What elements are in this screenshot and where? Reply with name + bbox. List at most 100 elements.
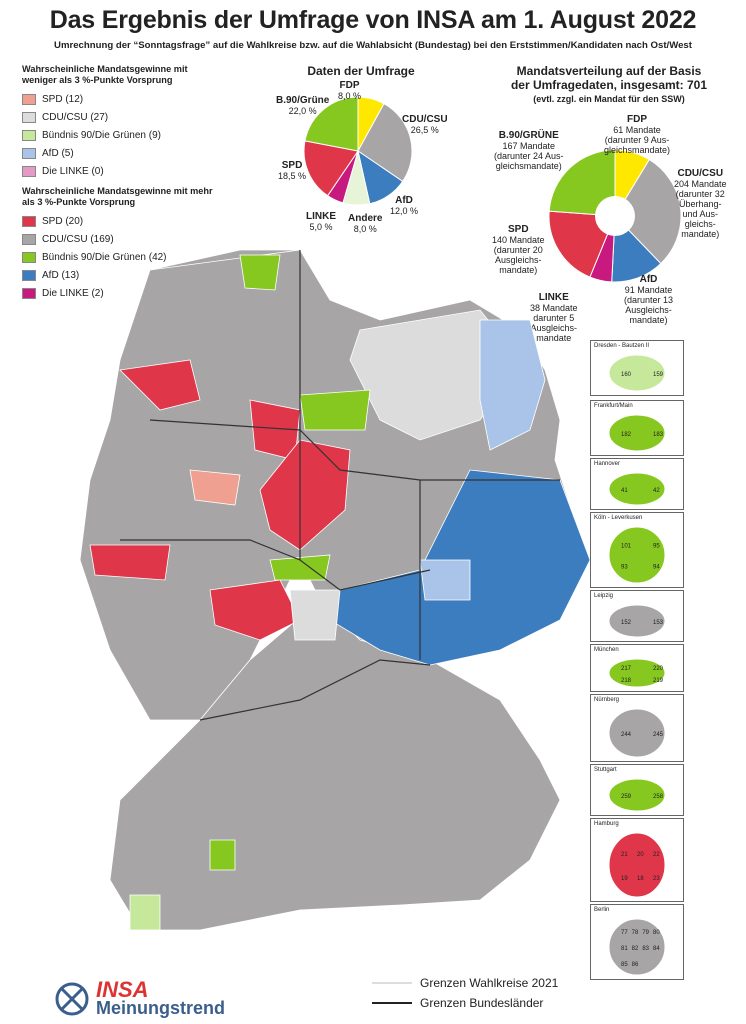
inset-number: 86 bbox=[632, 962, 639, 968]
inset-k-ln-leverkusen: Köln - Leverkusen 101 95 93 94 bbox=[590, 512, 684, 588]
inset-number: 21 bbox=[621, 852, 628, 858]
inset-name: Frankfurt/Main bbox=[594, 403, 633, 409]
inset-name: Hamburg bbox=[594, 821, 619, 827]
seat-label-lines-gruene: 167 Mandate (darunter 24 Aus-gleichsmanda… bbox=[494, 141, 564, 171]
map-green-thueringen bbox=[269, 554, 331, 581]
inset-region bbox=[608, 918, 666, 976]
legend-label: Die LINKE (0) bbox=[42, 165, 104, 177]
logo-brand: INSA bbox=[96, 977, 149, 1002]
seat-label-gruene: B.90/GRÜNE 167 Mandate (darunter 24 Aus-gl… bbox=[494, 130, 564, 172]
inset-number: 218 bbox=[621, 678, 632, 684]
map-legend-lines bbox=[372, 982, 412, 1004]
legend-label: CDU/CSU (27) bbox=[42, 111, 109, 123]
inset-number: 259 bbox=[621, 794, 632, 800]
legend-label: SPD (20) bbox=[42, 215, 84, 227]
survey-label-cdu: CDU/CSU 26,5 % bbox=[402, 114, 448, 136]
pie-hole bbox=[595, 196, 635, 236]
inset-region bbox=[608, 604, 666, 638]
inset-number: 41 bbox=[621, 488, 628, 494]
seat-pie-title-line3: (evtl. zzgl. ein Mandat für den SSW) bbox=[533, 94, 685, 104]
inset-map: 41 42 bbox=[608, 472, 666, 506]
map-green-center bbox=[299, 389, 371, 431]
legend-group2-item: SPD (20) bbox=[22, 212, 222, 230]
legend-swatch bbox=[22, 269, 36, 281]
inset-leipzig: Leipzig 152 153 bbox=[590, 590, 684, 642]
legend-label: Bündnis 90/Die Grünen (42) bbox=[42, 251, 167, 263]
inset-number: 79 bbox=[642, 930, 649, 936]
inset-number: 85 bbox=[621, 962, 628, 968]
seat-label-lines-fdp: 61 Mandate (darunter 9 Aus-gleichsmandate… bbox=[604, 125, 671, 155]
inset-number: 42 bbox=[653, 488, 660, 494]
legend-group2-item: Bündnis 90/Die Grünen (42) bbox=[22, 248, 222, 266]
inset-number: 20 bbox=[637, 852, 644, 858]
map-cdu-light-east bbox=[419, 559, 471, 601]
inset-name: Hannover bbox=[594, 461, 621, 467]
legend-group2: SPD (20) CDU/CSU (169) Bündnis 90/Die Grün… bbox=[22, 212, 222, 302]
seat-label-cdu: CDU/CSU 204 Mandate (darunter 32 Überhang-u… bbox=[674, 168, 727, 240]
inset-number: 80 bbox=[653, 930, 660, 936]
legend-group1-item: CDU/CSU (27) bbox=[22, 108, 222, 126]
legend-group1: SPD (12) CDU/CSU (27) Bündnis 90/Die Grüne… bbox=[22, 90, 222, 180]
legend-label: AfD (5) bbox=[42, 147, 74, 159]
seat-label-lines-linke: 38 Mandate darunter 5 Ausgleichs-mandate bbox=[530, 303, 578, 343]
inset-number: 160 bbox=[621, 372, 632, 378]
inset-hamburg: Hamburg 21 20 22 19 18 23 bbox=[590, 818, 684, 902]
seat-label-lines-cdu: 204 Mandate (darunter 32 Überhang-und Aus-… bbox=[674, 179, 727, 239]
page-subtitle: Umrechnung der “Sonntagsfrage” auf die W… bbox=[54, 40, 692, 51]
map-cdu-light-center bbox=[289, 589, 341, 641]
seat-label-lines-afd: 91 Mandate (darunter 13 Ausgleichs-mandate… bbox=[624, 285, 674, 325]
legend-group2-title: Wahrscheinliche Mandatsgewinne mit mehr … bbox=[22, 186, 213, 207]
inset-name: Berlin bbox=[594, 907, 610, 913]
pie-slice-b-90-gr-ne bbox=[304, 96, 359, 152]
inset-number: 182 bbox=[621, 432, 632, 438]
inset-number: 101 bbox=[621, 543, 632, 549]
pie-slice-spd bbox=[303, 140, 359, 197]
inset-number: 19 bbox=[621, 876, 628, 882]
legend-swatch bbox=[22, 287, 36, 299]
survey-pie-chart bbox=[303, 96, 413, 206]
inset-name: Leipzig bbox=[594, 593, 614, 599]
inset-number: 244 bbox=[621, 732, 632, 738]
map-green-sh bbox=[239, 254, 281, 291]
seat-label-afd: AfD 91 Mandate (darunter 13 Ausgleichs-mand… bbox=[624, 274, 674, 326]
pie-slice-spd bbox=[548, 210, 616, 278]
insa-logo-icon bbox=[55, 982, 89, 1016]
seat-label-spd: SPD 140 Mandate (darunter 20 Ausgleichs-man… bbox=[492, 224, 545, 276]
inset-number: 95 bbox=[653, 543, 660, 549]
seat-pie-title-line1: Mandatsverteilung auf der Basis bbox=[516, 64, 702, 78]
inset-region bbox=[608, 658, 666, 688]
inset-number: 152 bbox=[621, 620, 632, 626]
seat-label-linke: LINKE 38 Mandate darunter 5 Ausgleichs-mand… bbox=[530, 292, 578, 344]
map-state-border-1 bbox=[149, 419, 560, 481]
legend-swatch bbox=[22, 129, 36, 141]
inset-name: Nürnberg bbox=[594, 697, 620, 703]
page-title: Das Ergebnis der Umfrage von INSA am 1. … bbox=[49, 6, 697, 34]
inset-number: 81 bbox=[621, 946, 628, 952]
legend-swatch bbox=[22, 93, 36, 105]
legend-group2-item: AfD (13) bbox=[22, 266, 222, 284]
legend-label: CDU/CSU (169) bbox=[42, 233, 114, 245]
inset-number: 258 bbox=[653, 794, 664, 800]
inset-number: 220 bbox=[653, 666, 664, 672]
map-brandenburg-afd-light bbox=[479, 319, 546, 451]
legend-swatch bbox=[22, 215, 36, 227]
inset-hannover: Hannover 41 42 bbox=[590, 458, 684, 510]
legend-group1-item: AfD (5) bbox=[22, 144, 222, 162]
inset-map: 259 258 bbox=[608, 778, 666, 812]
map-spd-north bbox=[119, 359, 201, 411]
inset-number: 183 bbox=[653, 432, 664, 438]
inset-m-nchen: München 217 220 218 219 bbox=[590, 644, 684, 692]
inset-number: 22 bbox=[653, 852, 660, 858]
inset-name: Stuttgart bbox=[594, 767, 617, 773]
inset-region bbox=[608, 708, 666, 758]
map-east-light bbox=[349, 309, 521, 441]
map-green-south-light bbox=[129, 894, 161, 931]
map-legend-wahlkreise: Grenzen Wahlkreise 2021 bbox=[420, 976, 559, 990]
inset-name: Dresden - Bautzen II bbox=[594, 343, 650, 349]
legend-label: SPD (12) bbox=[42, 93, 84, 105]
legend-swatch bbox=[22, 233, 36, 245]
legend-group2-item: Die LINKE (2) bbox=[22, 284, 222, 302]
inset-number: 83 bbox=[642, 946, 649, 952]
legend-swatch bbox=[22, 147, 36, 159]
